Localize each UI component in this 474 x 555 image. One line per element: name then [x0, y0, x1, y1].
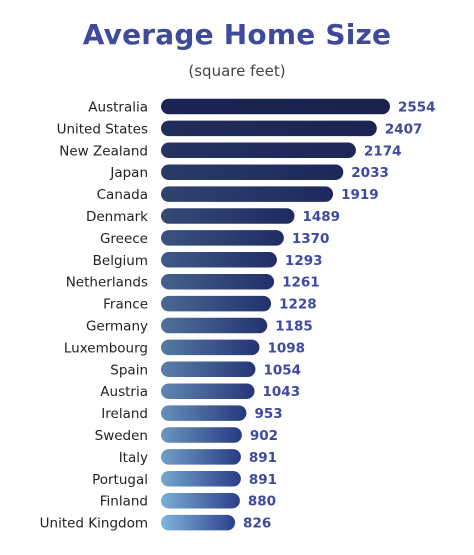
category-label: Italy — [119, 450, 148, 466]
chart-subtitle: (square feet) — [188, 62, 286, 80]
bar — [161, 98, 390, 115]
category-label: Canada — [97, 187, 148, 203]
value-label: 2174 — [364, 143, 402, 159]
value-label: 1098 — [267, 340, 305, 356]
category-label: United Kingdom — [40, 516, 148, 532]
value-label: 1261 — [282, 275, 320, 291]
bar — [161, 273, 275, 290]
category-label: Spain — [110, 362, 148, 378]
bar — [161, 427, 242, 443]
category-label: New Zealand — [59, 143, 148, 159]
bar — [161, 317, 268, 334]
value-label: 891 — [249, 450, 277, 466]
value-label: 1489 — [303, 209, 341, 225]
value-label: 1919 — [341, 187, 379, 203]
category-label: Austria — [100, 384, 148, 400]
bar — [161, 164, 344, 180]
value-label: 1054 — [264, 362, 302, 378]
bar — [161, 514, 236, 531]
bar — [161, 339, 260, 356]
category-label: Greece — [100, 231, 148, 247]
bar — [161, 361, 256, 378]
category-label: Netherlands — [66, 275, 148, 291]
category-label: Belgium — [93, 253, 148, 269]
bar — [161, 471, 241, 487]
value-label: 1043 — [263, 384, 301, 400]
value-label: 1293 — [285, 253, 323, 269]
category-label: France — [103, 297, 148, 313]
value-label: 1228 — [279, 297, 317, 313]
bar — [161, 383, 255, 399]
value-label: 2554 — [398, 100, 436, 116]
bar — [161, 449, 241, 465]
value-label: 2407 — [385, 121, 423, 137]
value-label: 953 — [254, 406, 282, 422]
category-label: Japan — [109, 165, 148, 181]
value-label: 891 — [249, 472, 277, 488]
bar — [161, 142, 356, 159]
value-label: 902 — [250, 428, 278, 444]
value-label: 880 — [248, 494, 276, 510]
bar — [161, 230, 284, 246]
bar — [161, 405, 247, 421]
bar — [161, 295, 272, 312]
category-label: Denmark — [86, 209, 148, 225]
value-label: 1370 — [292, 231, 330, 247]
bar — [161, 186, 334, 202]
chart-title: Average Home Size — [82, 18, 392, 51]
category-label: Portugal — [92, 472, 148, 488]
category-label: Australia — [88, 100, 148, 116]
category-label: Finland — [100, 494, 148, 510]
bar — [161, 252, 277, 268]
category-label: Luxembourg — [64, 340, 148, 356]
bar — [161, 492, 240, 509]
category-label: Ireland — [101, 406, 148, 422]
value-label: 826 — [243, 516, 271, 532]
bar — [161, 120, 377, 137]
value-label: 1185 — [275, 319, 313, 335]
value-label: 2033 — [351, 165, 389, 181]
bar — [161, 208, 295, 224]
category-label: United States — [57, 121, 148, 137]
category-label: Sweden — [95, 428, 148, 444]
category-label: Germany — [86, 319, 148, 335]
